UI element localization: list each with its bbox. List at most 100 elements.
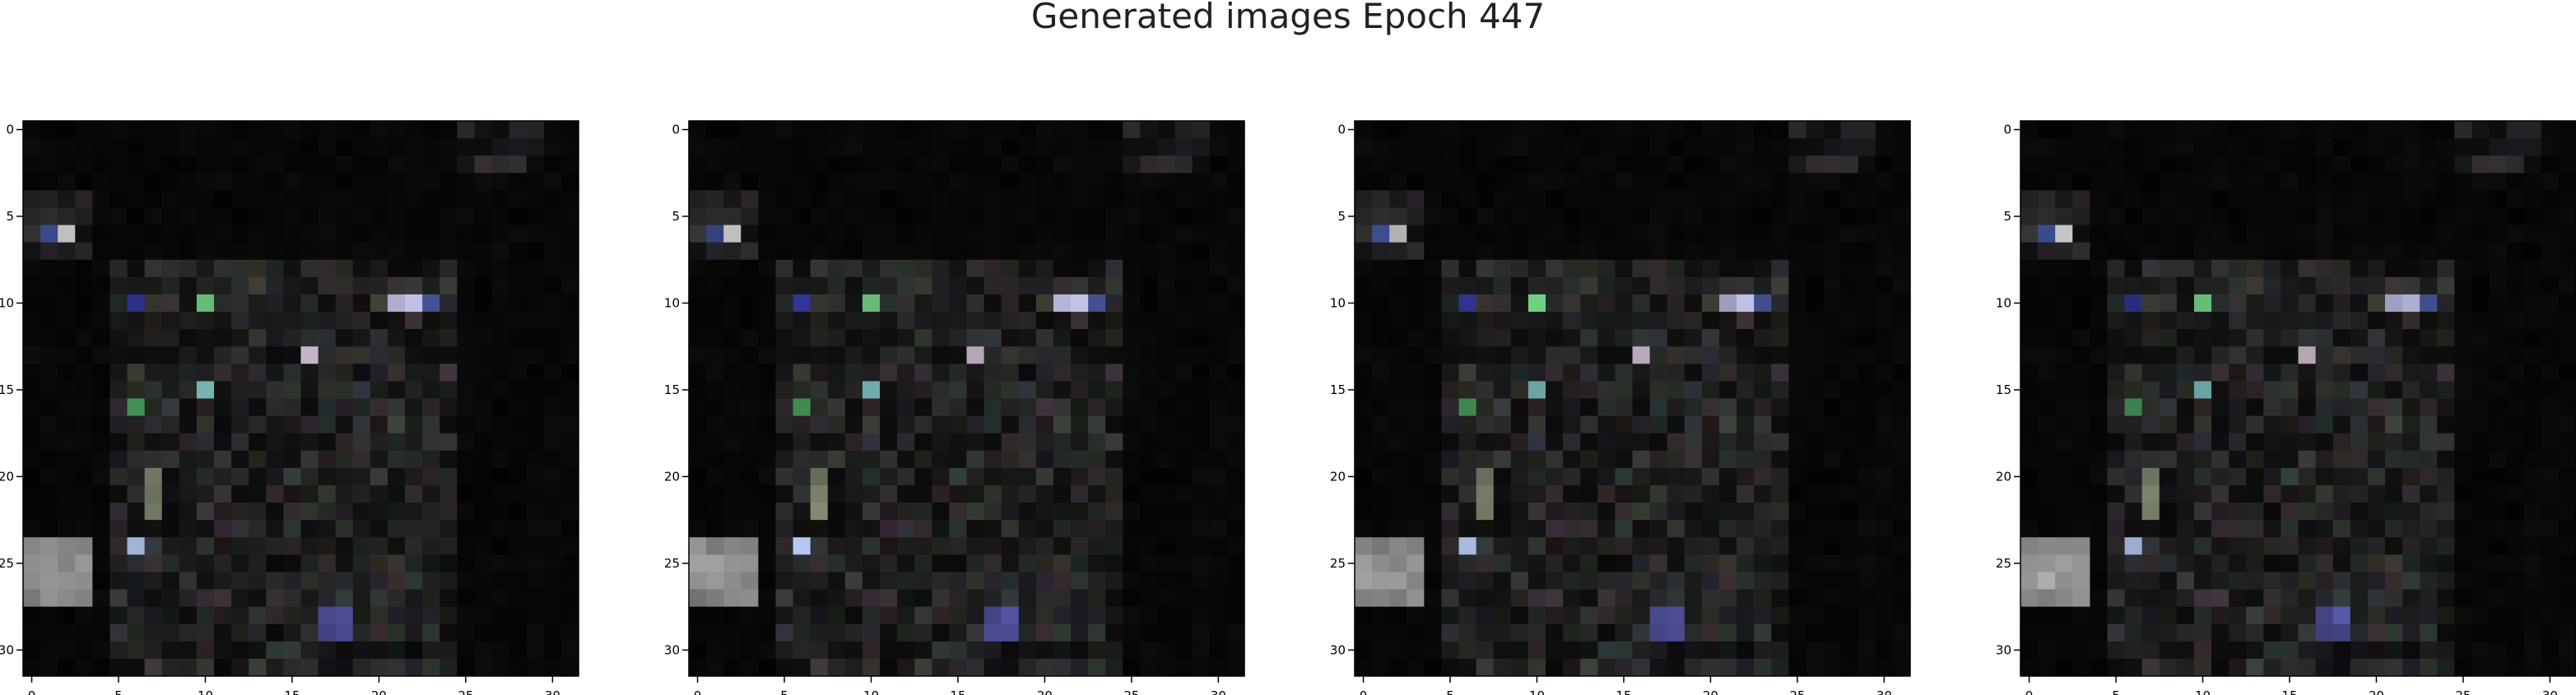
- pixel: [109, 138, 128, 156]
- pixel: [1105, 259, 1123, 278]
- pixel: [2176, 259, 2195, 278]
- pixel: [932, 484, 950, 503]
- pixel: [741, 450, 759, 469]
- pixel: [526, 537, 545, 555]
- pixel: [1718, 242, 1737, 261]
- pixel: [2402, 537, 2420, 555]
- pixel: [439, 329, 458, 347]
- pixel: [2523, 364, 2542, 382]
- pixel: [758, 554, 776, 572]
- pixel: [1088, 503, 1106, 521]
- pixel: [1458, 346, 1477, 364]
- pixel: [1389, 623, 1407, 642]
- pixel: [862, 484, 881, 503]
- pixel: [127, 450, 146, 469]
- pixel: [966, 520, 985, 538]
- pixel: [2038, 173, 2056, 191]
- pixel: [1806, 398, 1825, 417]
- pixel: [1493, 190, 1512, 208]
- pixel: [283, 364, 301, 382]
- pixel: [758, 276, 776, 295]
- pixel: [509, 364, 528, 382]
- pixel: [1476, 346, 1495, 364]
- pixel: [405, 623, 423, 642]
- pixel: [474, 312, 493, 330]
- pixel: [1441, 537, 1460, 555]
- pixel: [2558, 121, 2576, 139]
- pixel: [266, 467, 284, 486]
- pixel: [1493, 346, 1512, 364]
- pixel: [949, 623, 967, 642]
- pixel: [1632, 155, 1651, 174]
- pixel: [92, 589, 110, 608]
- pixel: [231, 589, 249, 608]
- pixel: [689, 276, 707, 295]
- pixel: [1001, 173, 1020, 191]
- pixel: [231, 503, 249, 521]
- pixel: [2402, 503, 2420, 521]
- pixel: [92, 207, 110, 226]
- pixel: [1407, 537, 1425, 555]
- pixel: [387, 658, 406, 677]
- pixel: [2298, 312, 2317, 330]
- pixel: [422, 276, 440, 295]
- pixel: [1546, 572, 1564, 591]
- pixel: [862, 259, 881, 278]
- pixel: [2263, 155, 2281, 174]
- pixel: [214, 572, 232, 591]
- pixel: [1001, 503, 1020, 521]
- pixel: [109, 554, 128, 572]
- pixel: [2489, 572, 2508, 591]
- pixel: [75, 225, 93, 243]
- pixel: [2020, 398, 2039, 417]
- pixel: [914, 503, 932, 521]
- pixel: [109, 190, 128, 208]
- pixel: [1754, 450, 1772, 469]
- pixel: [491, 155, 510, 174]
- x-tick-label: 0: [1360, 688, 1368, 695]
- pixel: [1105, 503, 1123, 521]
- pixel: [1105, 415, 1123, 434]
- pixel: [300, 433, 319, 452]
- pixel: [2350, 294, 2369, 313]
- pixel: [2229, 329, 2247, 347]
- pixel: [161, 173, 180, 191]
- pixel: [983, 121, 1002, 139]
- pixel: [880, 173, 898, 191]
- pixel: [1035, 641, 1054, 660]
- pixel: [2090, 173, 2108, 191]
- pixel: [2124, 433, 2143, 452]
- pixel: [1053, 242, 1072, 261]
- pixel: [706, 589, 724, 608]
- pixel: [1105, 346, 1123, 364]
- pixel: [144, 121, 163, 139]
- pixel: [1718, 606, 1737, 625]
- pixel: [1123, 623, 1141, 642]
- pixel: [2523, 381, 2542, 399]
- pixel: [2107, 467, 2126, 486]
- pixel: [1875, 606, 1894, 625]
- pixel: [161, 276, 180, 295]
- pixel: [58, 398, 76, 417]
- pixel: [1597, 381, 1616, 399]
- pixel: [1209, 554, 1228, 572]
- pixel: [844, 641, 863, 660]
- pixel: [689, 415, 707, 434]
- pixel: [897, 433, 915, 452]
- pixel: [509, 589, 528, 608]
- pixel: [1035, 173, 1054, 191]
- pixel: [1209, 173, 1228, 191]
- pixel: [2523, 138, 2542, 156]
- pixel: [2384, 276, 2403, 295]
- pixel: [1018, 623, 1037, 642]
- pixel: [1788, 207, 1806, 226]
- pixel: [1001, 121, 1020, 139]
- pixel: [2124, 173, 2143, 191]
- pixel: [793, 346, 811, 364]
- pixel: [249, 364, 267, 382]
- pixel: [1771, 503, 1789, 521]
- pixel: [1476, 329, 1495, 347]
- pixel: [1563, 623, 1581, 642]
- pixel: [1088, 242, 1106, 261]
